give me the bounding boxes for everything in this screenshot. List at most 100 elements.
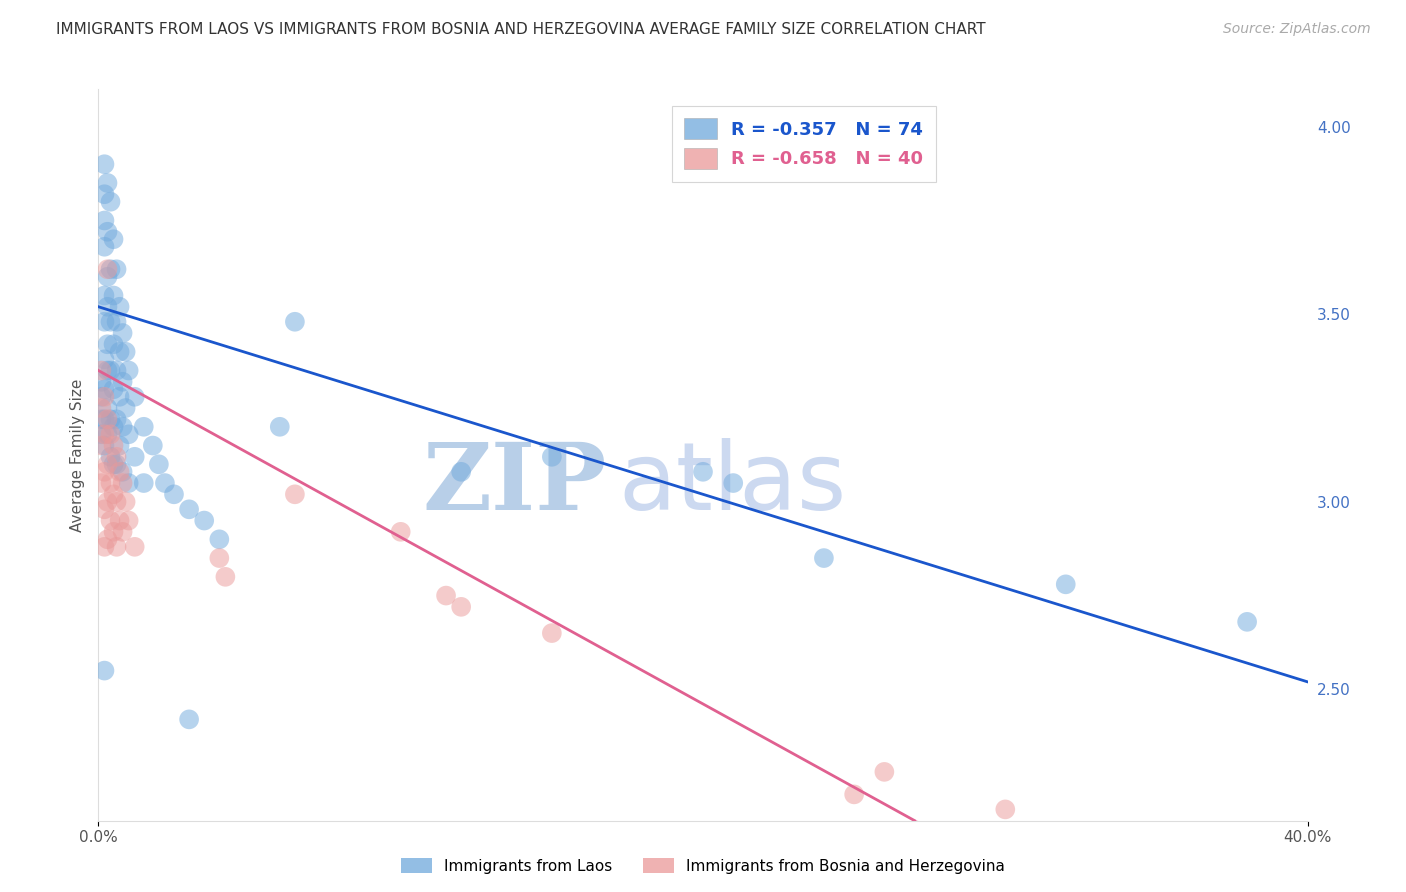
- Point: [103, 288, 125, 302]
- Point: [208, 533, 231, 547]
- Point: [179, 712, 201, 726]
- Point: [90, 438, 112, 452]
- Point: [844, 788, 866, 802]
- Point: [111, 476, 134, 491]
- Point: [269, 419, 291, 434]
- Point: [723, 476, 745, 491]
- Point: [103, 337, 125, 351]
- Point: [100, 514, 122, 528]
- Point: [93, 540, 115, 554]
- Legend: R = -0.357   N = 74, R = -0.658   N = 40: R = -0.357 N = 74, R = -0.658 N = 40: [672, 105, 936, 182]
- Legend: Immigrants from Laos, Immigrants from Bosnia and Herzegovina: Immigrants from Laos, Immigrants from Bo…: [395, 852, 1011, 880]
- Point: [132, 419, 155, 434]
- Point: [108, 300, 131, 314]
- Text: atlas: atlas: [619, 438, 846, 530]
- Point: [118, 476, 141, 491]
- Text: ZIP: ZIP: [422, 439, 606, 529]
- Point: [692, 465, 714, 479]
- Point: [118, 514, 141, 528]
- Point: [103, 419, 125, 434]
- Point: [93, 382, 115, 396]
- Point: [90, 427, 112, 442]
- Point: [93, 288, 115, 302]
- Point: [90, 401, 112, 415]
- Point: [93, 390, 115, 404]
- Point: [90, 390, 112, 404]
- Point: [105, 412, 128, 426]
- Text: Source: ZipAtlas.com: Source: ZipAtlas.com: [1223, 22, 1371, 37]
- Point: [994, 802, 1017, 816]
- Point: [111, 326, 134, 340]
- Point: [108, 465, 131, 479]
- Point: [93, 240, 115, 254]
- Point: [540, 626, 562, 640]
- Point: [148, 458, 170, 472]
- Point: [284, 315, 307, 329]
- Point: [105, 495, 128, 509]
- Point: [96, 269, 118, 284]
- Point: [90, 375, 112, 389]
- Point: [96, 176, 118, 190]
- Point: [103, 382, 125, 396]
- Point: [96, 458, 118, 472]
- Point: [214, 570, 236, 584]
- Point: [96, 533, 118, 547]
- Point: [111, 419, 134, 434]
- Point: [813, 551, 835, 566]
- Point: [208, 551, 231, 566]
- Point: [124, 450, 146, 464]
- Point: [96, 401, 118, 415]
- Point: [132, 476, 155, 491]
- Point: [103, 458, 125, 472]
- Point: [118, 427, 141, 442]
- Point: [100, 315, 122, 329]
- Point: [93, 412, 115, 426]
- Point: [108, 514, 131, 528]
- Point: [96, 412, 118, 426]
- Point: [111, 375, 134, 389]
- Point: [105, 450, 128, 464]
- Point: [103, 232, 125, 246]
- Y-axis label: Average Family Size: Average Family Size: [69, 378, 84, 532]
- Point: [93, 427, 115, 442]
- Point: [105, 363, 128, 377]
- Point: [124, 540, 146, 554]
- Point: [96, 495, 118, 509]
- Point: [93, 465, 115, 479]
- Point: [118, 363, 141, 377]
- Point: [96, 337, 118, 351]
- Point: [111, 524, 134, 539]
- Point: [100, 262, 122, 277]
- Point: [96, 225, 118, 239]
- Point: [93, 438, 115, 452]
- Point: [105, 458, 128, 472]
- Point: [105, 540, 128, 554]
- Point: [111, 465, 134, 479]
- Point: [100, 363, 122, 377]
- Point: [93, 315, 115, 329]
- Point: [100, 427, 122, 442]
- Point: [124, 390, 146, 404]
- Point: [93, 187, 115, 202]
- Point: [96, 427, 118, 442]
- Point: [100, 412, 122, 426]
- Point: [450, 599, 472, 614]
- Point: [100, 194, 122, 209]
- Text: IMMIGRANTS FROM LAOS VS IMMIGRANTS FROM BOSNIA AND HERZEGOVINA AVERAGE FAMILY SI: IMMIGRANTS FROM LAOS VS IMMIGRANTS FROM …: [56, 22, 986, 37]
- Point: [105, 262, 128, 277]
- Point: [90, 476, 112, 491]
- Point: [114, 401, 136, 415]
- Point: [1236, 615, 1258, 629]
- Point: [93, 352, 115, 367]
- Point: [96, 262, 118, 277]
- Point: [1054, 577, 1077, 591]
- Point: [108, 344, 131, 359]
- Point: [284, 487, 307, 501]
- Point: [90, 363, 112, 377]
- Point: [142, 438, 165, 452]
- Point: [93, 157, 115, 171]
- Point: [96, 300, 118, 314]
- Point: [93, 664, 115, 678]
- Point: [96, 363, 118, 377]
- Point: [434, 589, 457, 603]
